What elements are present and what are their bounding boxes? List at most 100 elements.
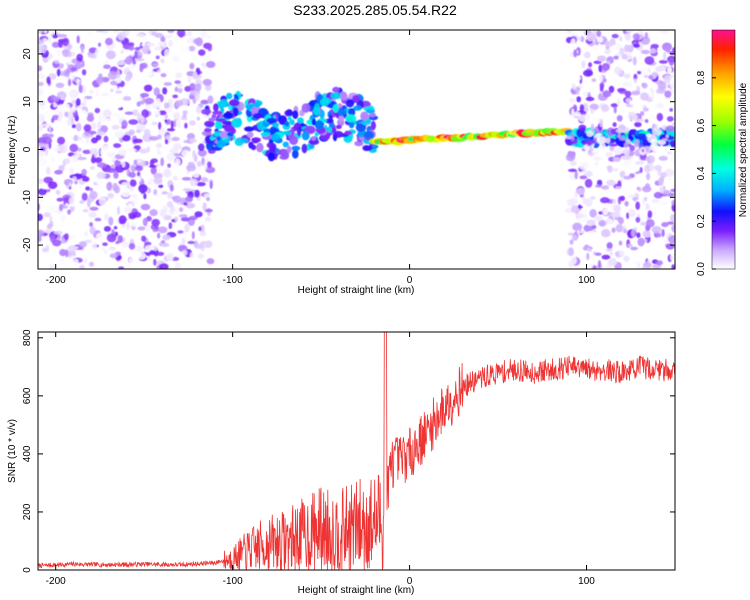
spectrogram-cell-noise: [103, 213, 110, 221]
spectrogram-cell-noise: [626, 30, 634, 33]
spectrogram-cell-noise: [626, 212, 630, 219]
spectrogram-cell-noise: [583, 69, 593, 77]
snr-ytick-label: 200: [22, 503, 33, 520]
spectrogram-cell-noise: [600, 143, 607, 150]
spectrogram-cell-noise: [158, 122, 162, 130]
spectrogram-cell-noise: [96, 171, 107, 179]
spectrogram-cell-noise: [143, 34, 148, 42]
spectrogram-cell-scattered-carrier: [267, 152, 276, 162]
spectrogram-cell-noise: [669, 74, 675, 79]
spectrogram-cell-noise: [163, 41, 167, 48]
spectrogram-cell-noise: [635, 216, 641, 223]
spectrogram-cell-noise: [579, 230, 585, 234]
spectrogram-cell-noise: [184, 223, 190, 233]
spectrogram-cell-noise: [623, 175, 632, 180]
spectrogram-cell-noise: [140, 93, 149, 98]
spectrogram-cell-noise: [659, 60, 668, 64]
spectrogram-cell-scattered-carrier: [330, 92, 342, 100]
spectrogram-cell-noise: [175, 36, 179, 43]
spectrogram-cell-scattered-carrier: [292, 149, 299, 159]
spectrogram-cell-scattered-carrier: [293, 124, 298, 132]
spectrogram-xtick-label: -200: [46, 275, 66, 286]
snr-ytick-label: 600: [22, 387, 33, 404]
spectrogram-cell-noise: [81, 168, 87, 176]
spectrogram-cell-noise: [629, 145, 635, 152]
spectrogram-cell-noise: [128, 243, 136, 250]
spectrogram-cell-noise: [100, 148, 104, 156]
spectrogram-cell-noise: [207, 95, 214, 104]
spectrogram-cell-noise: [79, 200, 85, 204]
spectrogram-cell-noise: [590, 108, 594, 114]
spectrogram-cell-noise: [175, 72, 183, 79]
spectrogram-cell-scattered-carrier: [228, 99, 240, 107]
spectrogram-cell-noise: [147, 261, 155, 269]
spectrogram-cell-noise: [657, 169, 663, 177]
spectrogram-cell-noise: [137, 252, 146, 260]
spectrogram-cell-noise: [609, 143, 619, 147]
spectrogram-cell-noise: [38, 229, 45, 237]
spectrogram-cell-noise: [124, 111, 135, 115]
spectrogram-cell-noise: [656, 65, 667, 72]
spectrogram-cell-noise: [108, 143, 114, 151]
spectrogram-cell-noise: [622, 226, 626, 229]
spectrogram-cell-noise: [100, 92, 110, 97]
spectrogram-cell-noise: [88, 32, 92, 36]
spectrogram-cell-noise: [130, 64, 140, 70]
spectrogram-cell-noise: [146, 174, 153, 183]
spectrogram-cell-noise: [592, 44, 600, 53]
spectrogram-cell-noise: [98, 196, 107, 206]
spectrogram-cell-noise: [581, 170, 588, 174]
spectrogram-cell-noise: [38, 45, 47, 54]
spectrogram-cell-noise: [634, 139, 640, 148]
spectrogram-cell-noise: [90, 122, 97, 130]
spectrogram-cell-scattered-carrier: [353, 105, 362, 111]
spectrogram-cell-noise: [121, 161, 126, 168]
spectrogram-cell-noise: [105, 50, 116, 60]
spectrogram-cell-noise: [592, 156, 602, 161]
spectrogram-cell-noise: [646, 249, 650, 256]
spectrogram-cell-scattered-carrier: [270, 134, 281, 141]
spectrogram-cell-noise: [671, 264, 675, 269]
spectrogram-cell-noise: [38, 124, 44, 132]
spectrogram-cell-noise: [67, 245, 77, 253]
spectrogram-cell-noise: [128, 171, 136, 178]
spectrogram-cell-noise: [138, 262, 146, 269]
spectrogram-cell-noise: [38, 198, 45, 203]
spectrogram-cell-noise: [647, 67, 652, 74]
spectrogram-cell-noise: [174, 262, 181, 269]
spectrogram-cell-noise: [47, 181, 58, 189]
spectrogram-cell-noise: [112, 30, 120, 34]
spectrogram-cell-noise: [78, 84, 83, 93]
spectrogram-cell-noise: [132, 196, 138, 205]
spectrogram-cell-noise: [570, 205, 581, 214]
spectrogram-cell-noise: [176, 30, 186, 38]
spectrogram-cell-scattered-carrier: [216, 118, 227, 123]
spectrogram-cell-noise: [117, 103, 121, 109]
spectrogram-cell-noise: [133, 138, 143, 144]
spectrogram-cell-noise: [84, 239, 92, 244]
spectrogram-cell-noise: [110, 88, 114, 93]
spectrogram-cell-noise: [646, 172, 651, 181]
spectrogram-cell-noise: [94, 107, 101, 114]
spectrogram-cell-noise: [125, 264, 134, 268]
spectrogram-cell-noise: [177, 87, 183, 94]
spectrogram-cell-noise: [150, 167, 157, 175]
spectrogram-cell-noise: [125, 56, 133, 65]
spectrogram-cell-noise: [67, 43, 72, 50]
spectrogram-cell-noise: [38, 235, 42, 242]
spectrogram-cell-noise: [593, 149, 597, 153]
spectrogram-cell-noise: [182, 188, 192, 192]
spectrogram-cell-noise: [192, 173, 200, 178]
spectrogram-cell-noise: [571, 234, 578, 241]
spectrogram-cell-scattered-carrier: [230, 127, 236, 134]
spectrogram-cell-noise: [618, 217, 624, 225]
spectrogram-cell-noise: [601, 254, 611, 260]
spectrogram-cell-noise: [97, 121, 102, 130]
spectrogram-cell-noise: [184, 86, 191, 92]
spectrogram-cell-noise: [118, 215, 127, 225]
spectrogram-cell-noise: [38, 157, 48, 167]
spectrogram-cell-noise: [204, 83, 212, 92]
spectrogram-cell-noise: [616, 98, 621, 107]
spectrogram-cell-noise: [654, 165, 662, 171]
spectrogram-cell-noise: [184, 122, 188, 129]
